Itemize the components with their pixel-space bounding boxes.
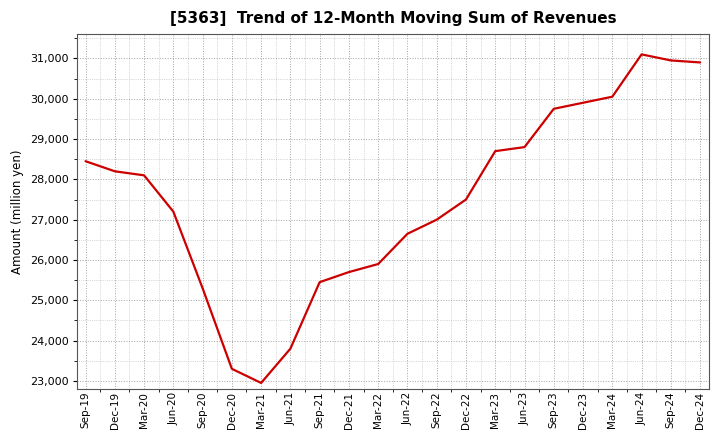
Title: [5363]  Trend of 12-Month Moving Sum of Revenues: [5363] Trend of 12-Month Moving Sum of R…: [169, 11, 616, 26]
Y-axis label: Amount (million yen): Amount (million yen): [11, 149, 24, 274]
